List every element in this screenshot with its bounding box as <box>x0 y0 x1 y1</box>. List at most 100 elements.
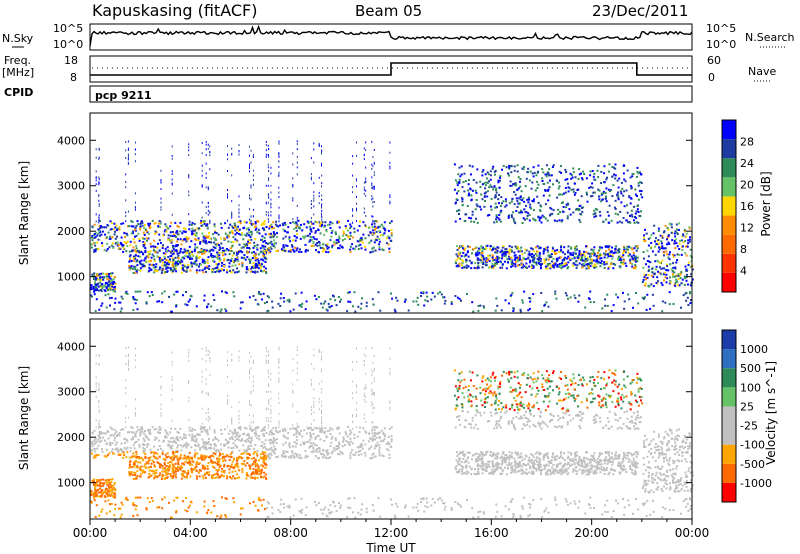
power-point <box>339 298 342 301</box>
power-point <box>310 200 312 202</box>
power-point <box>102 278 105 281</box>
power-point <box>508 164 511 167</box>
power-point <box>604 298 607 301</box>
power-point <box>318 195 320 198</box>
power-point <box>689 248 692 251</box>
velocity-point <box>146 443 149 446</box>
power-point <box>643 296 646 299</box>
power-point <box>547 251 550 254</box>
power-point <box>231 200 233 203</box>
power-point <box>271 234 274 237</box>
power-point <box>619 266 622 269</box>
power-point <box>515 197 518 200</box>
power-point <box>271 243 274 246</box>
power-point <box>131 267 134 270</box>
power-point <box>261 270 264 273</box>
velocity-point <box>264 467 267 469</box>
power-point <box>266 242 269 245</box>
velocity-point <box>367 440 370 443</box>
power-point <box>289 249 292 251</box>
power-point <box>174 262 177 265</box>
power-point <box>672 275 674 278</box>
velocity-point <box>247 448 250 451</box>
power-point <box>496 262 498 265</box>
power-point <box>640 210 642 213</box>
power-point <box>359 243 362 246</box>
power-point <box>225 291 228 294</box>
power-point <box>233 225 236 228</box>
power-point <box>614 208 617 210</box>
power-point <box>112 228 115 231</box>
velocity-point <box>117 433 120 436</box>
power-point <box>460 264 463 267</box>
power-point <box>473 266 476 269</box>
velocity-point <box>321 427 324 430</box>
power-point <box>95 220 97 223</box>
power-point <box>303 223 306 226</box>
velocity-point <box>238 476 241 479</box>
velocity-point <box>227 441 230 444</box>
velocity-point <box>261 444 264 447</box>
power-point <box>556 220 559 223</box>
velocity-point <box>161 470 164 473</box>
velocity-point <box>147 460 150 463</box>
power-point <box>490 197 493 200</box>
velocity-point <box>259 453 262 456</box>
velocity-point <box>94 437 97 440</box>
power-point <box>134 206 136 209</box>
power-point <box>160 208 162 211</box>
velocity-point <box>164 453 167 456</box>
power-point <box>256 264 259 267</box>
power-point <box>687 239 690 242</box>
y-tick-label: 1000 <box>57 271 85 284</box>
velocity-point <box>111 448 114 451</box>
power-point <box>645 263 647 266</box>
power-point <box>636 221 638 224</box>
power-point <box>561 262 564 265</box>
power-point <box>458 251 461 254</box>
power-point <box>647 270 650 272</box>
power-point <box>337 240 340 243</box>
velocity-point <box>271 431 273 434</box>
power-point <box>607 255 610 258</box>
velocity-point <box>137 456 140 458</box>
power-point <box>430 298 433 301</box>
power-point <box>593 254 596 257</box>
power-point <box>207 143 209 146</box>
power-point <box>359 307 362 310</box>
power-point <box>321 247 324 249</box>
power-point <box>262 245 265 248</box>
velocity-point <box>250 476 253 479</box>
power-point <box>240 247 243 249</box>
power-point <box>658 271 661 274</box>
power-point <box>238 204 240 207</box>
power-point <box>609 190 611 193</box>
power-point <box>517 264 519 267</box>
velocity-point <box>293 441 296 443</box>
power-point <box>476 221 479 224</box>
power-point <box>351 236 354 239</box>
power-point <box>688 226 691 229</box>
velocity-point <box>236 434 239 437</box>
velocity-point <box>172 452 174 455</box>
power-point <box>187 237 190 240</box>
power-point <box>338 237 341 240</box>
power-point <box>207 256 210 259</box>
power-point <box>158 300 161 303</box>
velocity-point <box>151 459 154 462</box>
power-point <box>201 152 203 155</box>
power-point <box>566 215 569 218</box>
colorbar-tick-label: 24 <box>740 157 754 170</box>
power-point <box>266 310 269 313</box>
power-point <box>217 233 220 236</box>
power-point <box>618 220 621 223</box>
power-point <box>491 249 494 252</box>
power-point <box>221 247 224 249</box>
power-point <box>296 166 298 169</box>
velocity-point <box>183 433 185 436</box>
power-point <box>309 236 312 239</box>
power-point <box>365 189 367 192</box>
power-point <box>239 222 242 225</box>
power-point <box>234 233 237 236</box>
power-point <box>301 302 304 305</box>
